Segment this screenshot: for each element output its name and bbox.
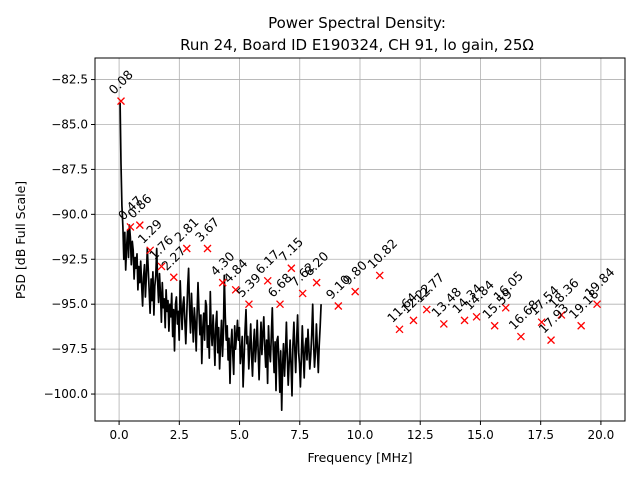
x-tick-label: 0.0 [110,428,129,442]
x-tick-label: 12.5 [407,428,434,442]
peak-marker [263,276,272,285]
y-tick-label: −95.0 [51,297,88,311]
chart-title-line2: Run 24, Board ID E190324, CH 91, lo gain… [180,36,534,54]
y-axis-label: PSD [dB Full Scale] [13,181,28,299]
psd-series-line [119,102,322,412]
x-tick-label: 20.0 [588,428,615,442]
peak-marker [231,285,240,294]
peak-markers [117,97,602,345]
peak-marker [409,316,418,325]
x-tick-label: 7.5 [290,428,309,442]
y-tick-label: −90.0 [51,207,88,221]
peak-label: 0.08 [106,67,136,97]
peak-marker [287,264,296,273]
peak-marker [547,336,556,345]
peak-marker [516,332,525,341]
peak-marker [577,321,586,330]
chart-title-line1: Power Spectral Density: [268,14,446,32]
peak-marker [117,97,125,106]
x-ticks: 0.0 2.5 5.0 7.5 10.0 12.5 15.0 17.5 20.0 [110,421,615,442]
y-ticks: −82.5 −85.0 −87.5 −90.0 −92.5 −95.0 −97.5 −100.… [44,73,95,401]
peak-marker [169,273,178,282]
x-tick-label: 15.0 [467,428,494,442]
y-tick-label: −87.5 [51,162,88,176]
peak-marker [135,221,144,230]
grid-lines [95,58,625,421]
x-tick-label: 2.5 [170,428,189,442]
peak-marker [537,318,546,327]
peak-marker [395,325,404,334]
peak-marker [203,244,212,253]
peak-marker [218,278,227,287]
peak-marker [375,271,384,280]
y-tick-label: −97.5 [51,342,88,356]
peak-marker [126,222,135,231]
peak-marker [276,300,284,309]
x-tick-label: 17.5 [527,428,554,442]
x-axis-label: Frequency [MHz] [307,450,412,465]
y-tick-label: −100.0 [44,387,88,401]
peak-label: 7.15 [276,234,306,264]
y-tick-label: −92.5 [51,252,88,266]
peak-marker [472,312,481,321]
peak-marker [439,320,448,328]
peak-marker [157,262,166,271]
x-tick-label: 10.0 [347,428,374,442]
peak-marker [182,244,191,253]
peak-label: 3.67 [192,214,222,244]
y-tick-label: −85.0 [51,117,88,131]
peak-marker [244,300,253,309]
peak-marker [312,278,321,287]
plot-frame [94,57,626,422]
peak-marker [422,305,431,314]
y-tick-label: −82.5 [51,73,88,87]
peak-label: 10.82 [364,236,400,272]
peak-marker [298,289,307,298]
peak-marker [501,303,510,312]
x-tick-label: 5.0 [230,428,249,442]
peak-marker [557,311,566,319]
peak-marker [593,300,602,309]
peak-marker [460,316,469,325]
peak-marker [334,302,343,310]
peak-marker [146,246,155,255]
peak-marker [351,287,360,296]
peak-marker [490,321,499,330]
